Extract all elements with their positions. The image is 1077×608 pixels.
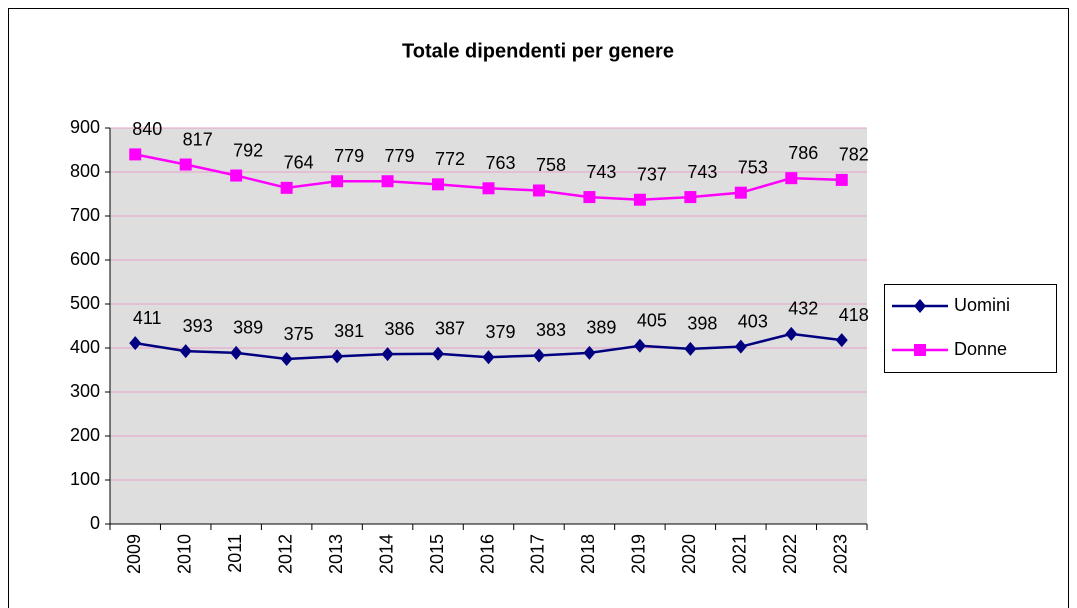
y-tick-label: 300	[70, 381, 100, 401]
data-label: 753	[738, 157, 768, 177]
chart-title: Totale dipendenti per genere	[402, 40, 674, 62]
data-label: 764	[284, 153, 314, 173]
x-tick-label: 2023	[831, 534, 851, 574]
data-label: 763	[485, 153, 515, 173]
data-label: 389	[233, 318, 263, 338]
data-label: 782	[839, 145, 869, 165]
x-tick-label: 2019	[629, 534, 649, 574]
marker	[734, 186, 747, 199]
y-tick-label: 0	[90, 513, 100, 533]
data-label: 405	[637, 311, 667, 331]
data-label: 418	[839, 305, 869, 325]
x-tick-label: 2011	[225, 534, 245, 573]
data-label: 743	[687, 162, 717, 182]
marker	[381, 347, 394, 362]
marker	[785, 172, 798, 185]
marker	[482, 350, 495, 365]
data-label: 403	[738, 311, 768, 331]
x-tick-label: 2020	[679, 534, 699, 574]
marker	[432, 346, 445, 361]
legend-label: Donne	[954, 339, 1007, 359]
x-tick-label: 2017	[528, 534, 548, 574]
data-label: 432	[788, 299, 818, 319]
x-tick-label: 2016	[477, 534, 497, 574]
y-tick-label: 400	[70, 337, 100, 357]
legend	[884, 284, 1057, 373]
data-label: 393	[183, 316, 213, 336]
y-tick-label: 200	[70, 425, 100, 445]
x-tick-label: 2013	[326, 534, 346, 574]
marker	[583, 191, 596, 204]
data-label: 381	[334, 321, 364, 341]
marker	[684, 341, 697, 356]
data-label: 398	[687, 314, 717, 334]
marker	[633, 338, 646, 353]
marker	[684, 191, 697, 204]
y-tick-label: 900	[70, 117, 100, 137]
marker	[230, 345, 243, 360]
data-label: 786	[788, 143, 818, 163]
marker	[583, 345, 596, 360]
marker	[129, 148, 142, 161]
data-label: 779	[385, 146, 415, 166]
marker	[129, 336, 142, 351]
data-label: 389	[586, 318, 616, 338]
x-tick-label: 2022	[780, 534, 800, 574]
data-label: 387	[435, 318, 465, 338]
marker	[532, 184, 545, 197]
data-label: 411	[133, 308, 162, 328]
marker	[785, 326, 798, 341]
marker	[280, 352, 293, 366]
marker	[179, 344, 192, 359]
y-tick-label: 800	[70, 161, 100, 181]
marker	[331, 349, 344, 364]
legend-label: Uomini	[954, 295, 1010, 315]
marker	[179, 158, 192, 171]
data-label: 792	[233, 140, 263, 160]
x-tick-label: 2009	[124, 534, 144, 574]
x-tick-label: 2021	[730, 534, 750, 574]
y-tick-label: 600	[70, 249, 100, 269]
marker	[914, 344, 926, 356]
data-label: 379	[485, 322, 515, 342]
x-tick-label: 2015	[427, 534, 447, 574]
data-label: 779	[334, 146, 364, 166]
marker	[482, 182, 495, 195]
marker	[633, 193, 646, 206]
marker	[230, 169, 243, 182]
x-tick-label: 2014	[376, 534, 396, 574]
data-label: 743	[586, 162, 616, 182]
data-label: 375	[284, 324, 314, 344]
data-label: 758	[536, 155, 566, 175]
data-label: 840	[132, 119, 162, 139]
x-tick-label: 2010	[174, 534, 194, 574]
data-label: 737	[637, 164, 667, 184]
marker	[331, 175, 344, 188]
x-tick-label: 2018	[578, 534, 598, 574]
data-label: 386	[385, 319, 415, 339]
marker	[280, 181, 293, 194]
data-label: 383	[536, 320, 566, 340]
marker	[835, 173, 848, 186]
y-tick-label: 500	[70, 293, 100, 313]
x-tick-label: 2012	[275, 534, 295, 574]
marker	[381, 175, 394, 188]
marker	[532, 348, 545, 363]
marker	[734, 339, 747, 354]
marker	[835, 333, 848, 348]
data-label: 817	[183, 129, 213, 149]
y-tick-label: 700	[70, 205, 100, 225]
marker	[432, 178, 445, 191]
data-label: 772	[435, 149, 465, 169]
y-tick-label: 100	[70, 469, 100, 489]
marker	[914, 299, 926, 313]
